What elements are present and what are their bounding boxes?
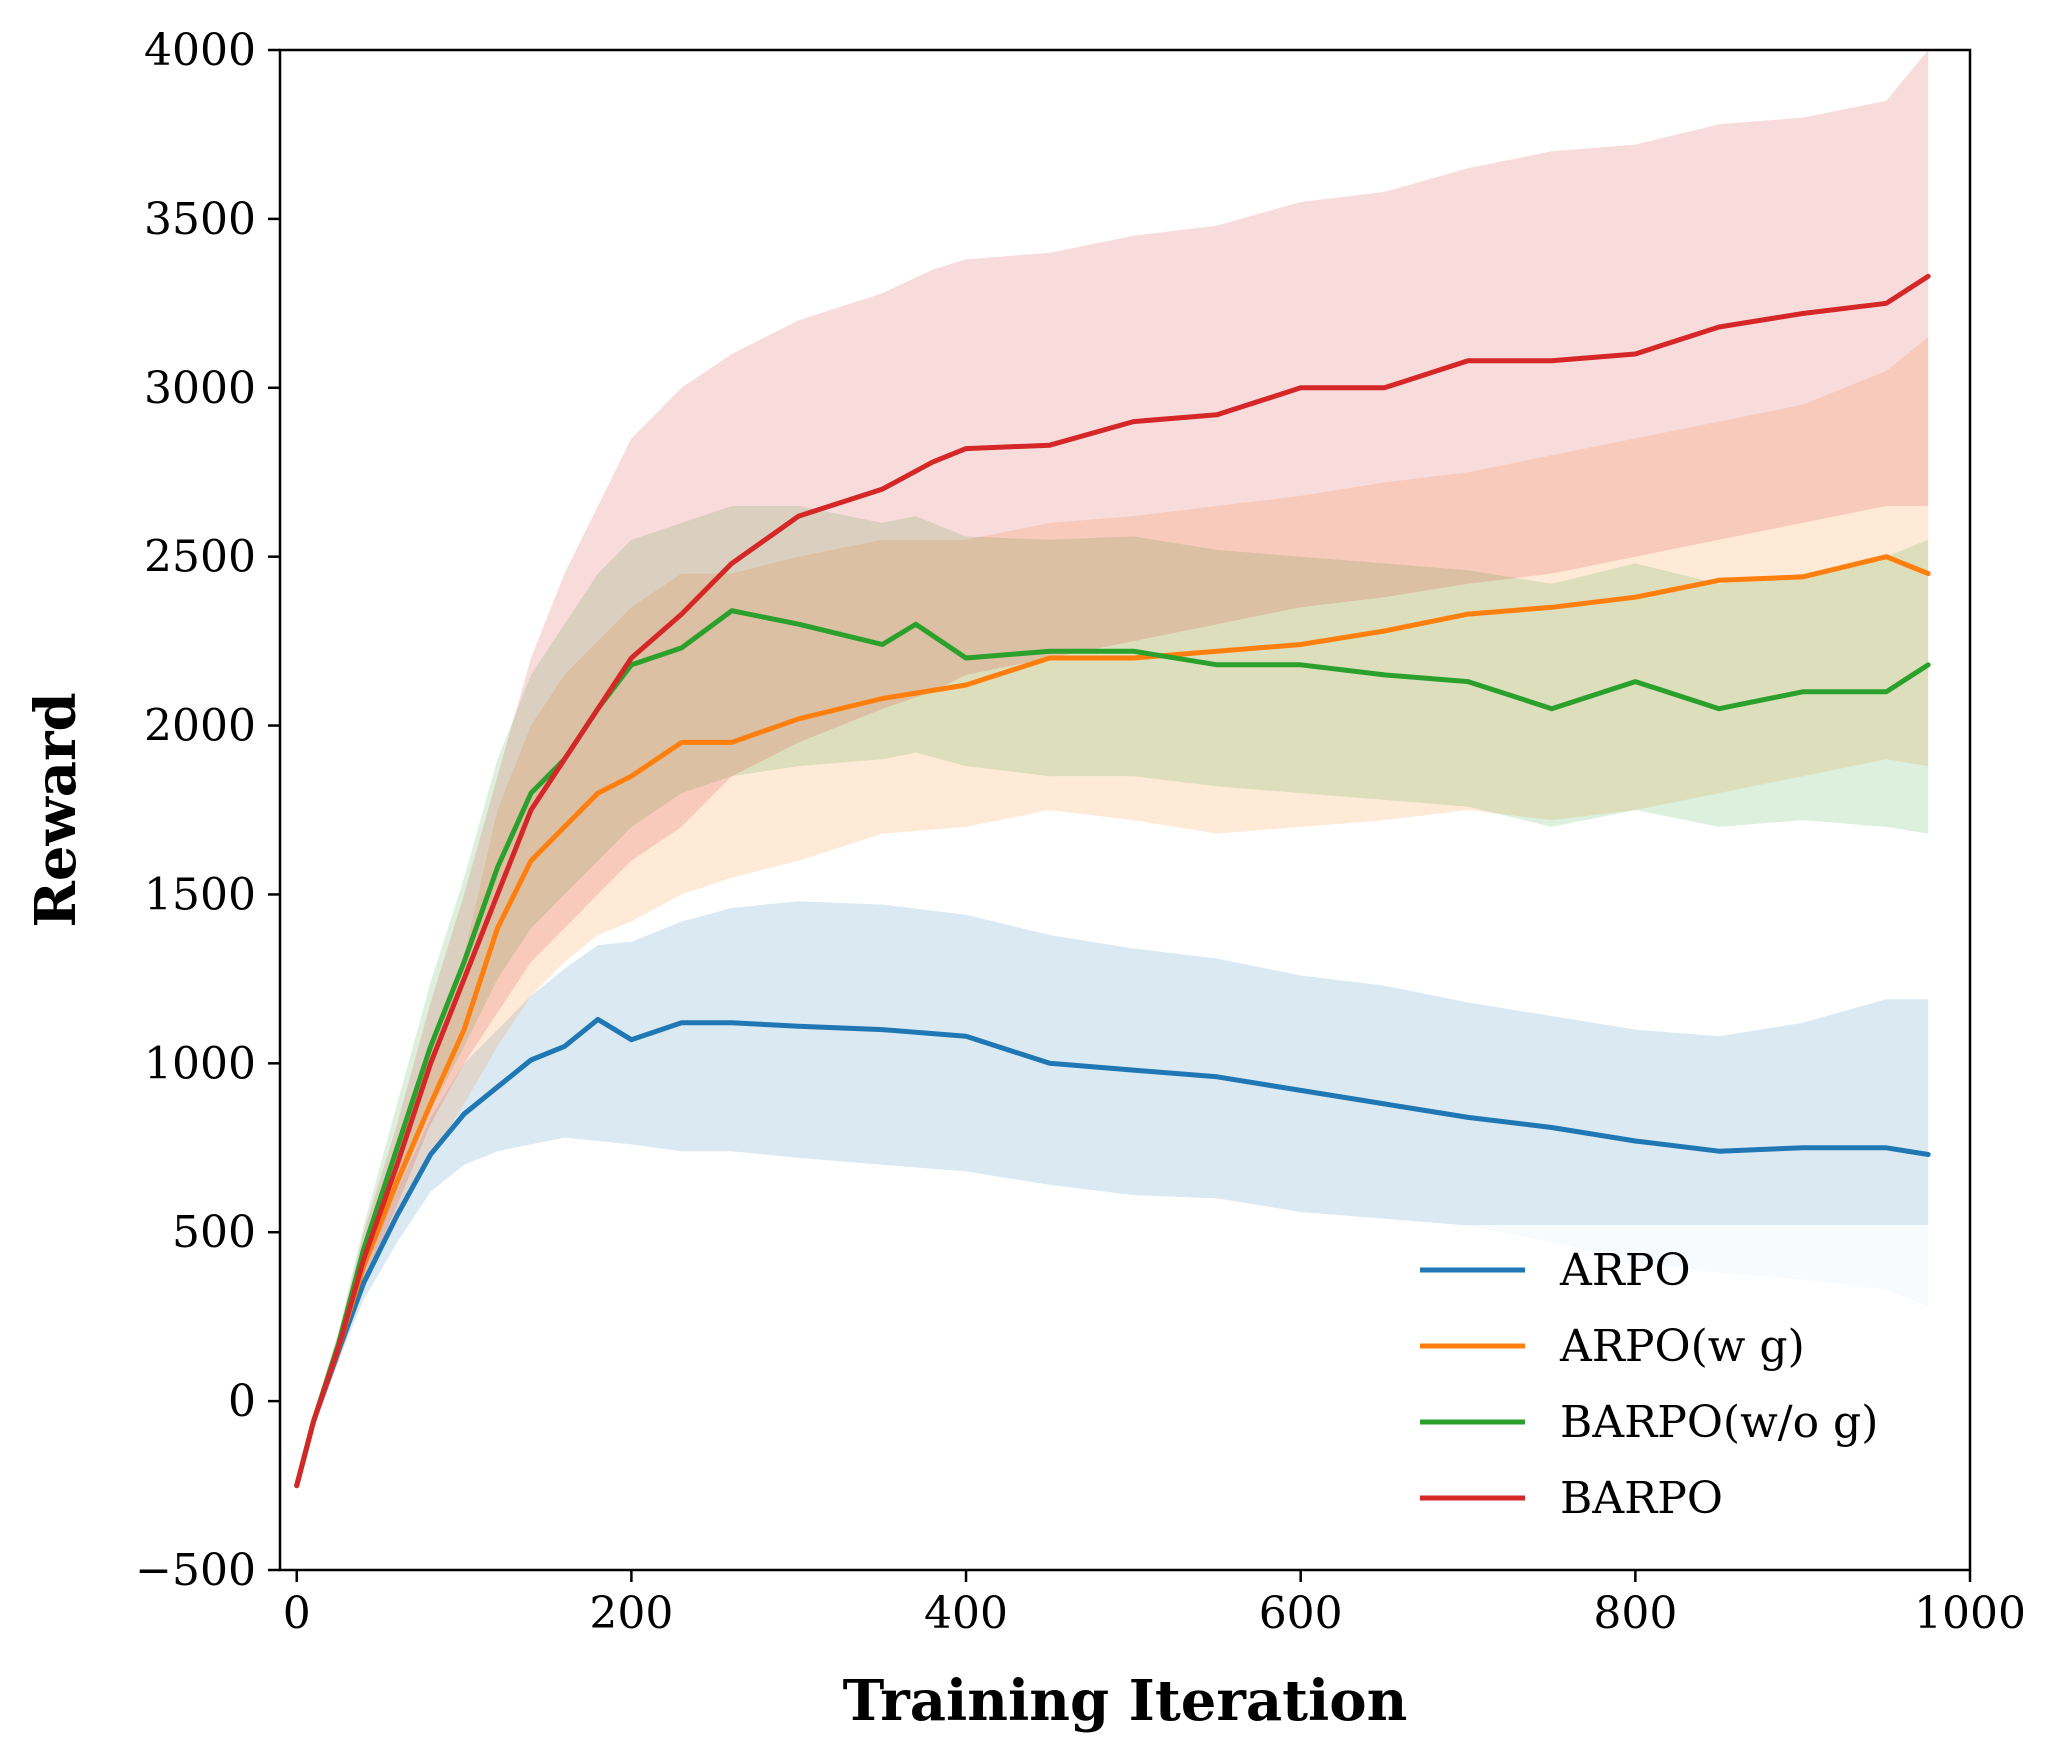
y-tick-label: 500 xyxy=(172,1207,256,1258)
y-tick-label: 1000 xyxy=(144,1038,256,1089)
y-axis-title: Reward xyxy=(23,692,89,927)
legend-label: BARPO(w/o g) xyxy=(1560,1397,1878,1448)
y-tick-label: 1500 xyxy=(144,869,256,920)
legend: ARPO ARPO(w g) BARPO(w/o g) BARPO xyxy=(1410,1225,1965,1545)
y-axis-ticks: −500 0 500 1000 1500 2000 2500 3000 3500 4000 xyxy=(135,25,280,1596)
y-tick-label: 0 xyxy=(228,1376,256,1427)
series-line-2 xyxy=(294,608,1931,1489)
series-line-1 xyxy=(294,554,1931,1489)
x-tick-label: 600 xyxy=(1259,1588,1343,1639)
series-line-0 xyxy=(294,1016,1931,1489)
x-tick-label: 800 xyxy=(1593,1588,1677,1639)
legend-box xyxy=(1410,1225,1965,1545)
x-axis-ticks: 0 200 400 600 800 1000 xyxy=(283,1570,2026,1639)
x-tick-label: 400 xyxy=(924,1588,1008,1639)
plot-frame xyxy=(278,48,1972,1572)
band-1 xyxy=(296,337,1929,1489)
y-tick-label: −500 xyxy=(135,1545,256,1596)
y-tick-label: 3000 xyxy=(144,363,256,414)
band-0 xyxy=(296,901,1929,1489)
series-line-3 xyxy=(294,273,1931,1489)
x-tick-label: 200 xyxy=(589,1588,673,1639)
x-axis-title: Training Iteration xyxy=(843,1668,1408,1734)
x-tick-label: 0 xyxy=(283,1588,311,1639)
legend-label: BARPO xyxy=(1560,1473,1723,1524)
y-tick-label: 2000 xyxy=(144,701,256,752)
legend-label: ARPO xyxy=(1559,1245,1691,1296)
y-tick-label: 3500 xyxy=(144,194,256,245)
y-tick-label: 4000 xyxy=(144,25,256,76)
band-2 xyxy=(296,506,1929,1489)
x-tick-label: 1000 xyxy=(1914,1588,2026,1639)
y-tick-label: 2500 xyxy=(144,532,256,583)
legend-label: ARPO(w g) xyxy=(1559,1321,1805,1372)
series-lines xyxy=(294,273,1931,1489)
band-3 xyxy=(296,50,1929,1489)
confidence-bands xyxy=(296,50,1929,1489)
